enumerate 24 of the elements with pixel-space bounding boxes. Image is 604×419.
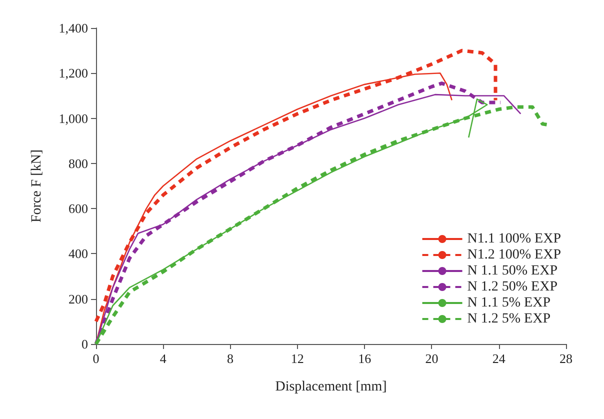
x-tick-label: 16 (358, 351, 372, 366)
x-tick-label: 24 (492, 351, 506, 366)
x-tick-label: 20 (425, 351, 438, 366)
legend-label: N1.1 100% EXP (467, 232, 562, 246)
y-tick-label: 1,200 (58, 66, 88, 81)
legend-label: N 1.1 5% EXP (467, 296, 551, 310)
x-tick-label: 0 (92, 351, 100, 366)
x-axis-title: Displacement [mm] (275, 380, 387, 394)
y-tick-label: 0 (82, 336, 88, 352)
x-tick-label: 12 (290, 351, 304, 366)
y-tick-label: 1,400 (58, 20, 88, 36)
x-tick-label: 28 (560, 351, 572, 366)
y-tick-label: 600 (68, 201, 88, 216)
legend-label: N 1.2 5% EXP (467, 312, 551, 326)
legend-label: N 1.1 50% EXP (467, 264, 558, 278)
x-tick-label: 4 (160, 351, 167, 366)
x-tick-label: 8 (227, 351, 234, 366)
y-tick-label: 800 (68, 156, 88, 171)
y-axis-title: Force F [kN] (30, 149, 44, 223)
y-tick-label: 200 (68, 291, 88, 306)
y-tick-label: 1,000 (58, 110, 88, 126)
y-tick-label: 400 (68, 246, 88, 262)
legend-label: N 1.2 50% EXP (467, 280, 558, 294)
legend-label: N1.2 100% EXP (467, 248, 562, 262)
